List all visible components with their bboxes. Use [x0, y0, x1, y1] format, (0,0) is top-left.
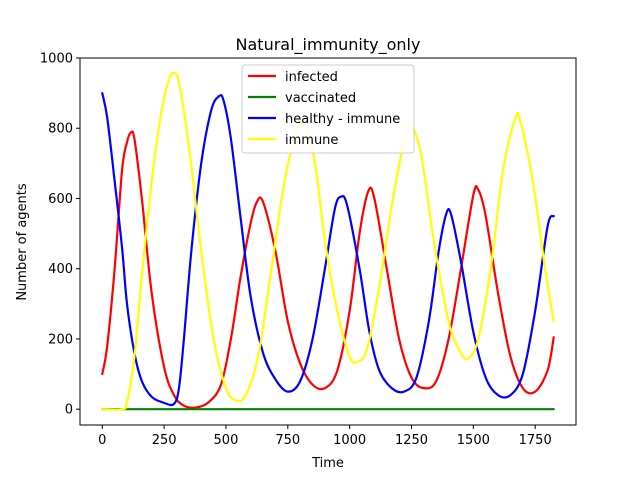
- legend-label: infected: [285, 70, 338, 85]
- y-axis-label: Number of agents: [15, 183, 30, 301]
- x-tick-label: 1500: [457, 433, 490, 448]
- x-tick-label: 500: [214, 433, 239, 448]
- series-line-2: [101, 92, 555, 407]
- y-tick-label: 1000: [40, 52, 73, 67]
- y-tick-label: 0: [65, 403, 73, 418]
- x-tick-label: 0: [98, 433, 106, 448]
- legend-label: immune: [285, 133, 338, 148]
- y-tick-label: 400: [48, 262, 73, 277]
- plot-lines: [101, 71, 555, 411]
- x-tick-label: 250: [152, 433, 177, 448]
- x-tick-label: 1750: [519, 433, 552, 448]
- x-tick-label: 1000: [333, 433, 366, 448]
- series-line-0: [101, 130, 555, 409]
- x-axis-ticks: 0 250 500 750 1000 1250 1500 1750: [98, 425, 552, 448]
- x-tick-label: 750: [275, 433, 300, 448]
- y-tick-label: 600: [48, 192, 73, 207]
- legend: infected vaccinated healthy - immune immune: [241, 64, 415, 154]
- chart-title: Natural_immunity_only: [236, 35, 421, 55]
- axes-frame: [79, 57, 577, 426]
- y-tick-label: 200: [48, 332, 73, 347]
- legend-box: [241, 64, 415, 154]
- y-axis-ticks: 0 200 400 600 800 1000: [40, 52, 80, 418]
- legend-label: healthy - immune: [285, 112, 400, 127]
- x-axis-label: Time: [311, 456, 344, 471]
- y-tick-label: 800: [48, 122, 73, 137]
- x-tick-label: 1250: [395, 433, 428, 448]
- series-line-3: [101, 71, 555, 411]
- legend-label: vaccinated: [285, 91, 356, 106]
